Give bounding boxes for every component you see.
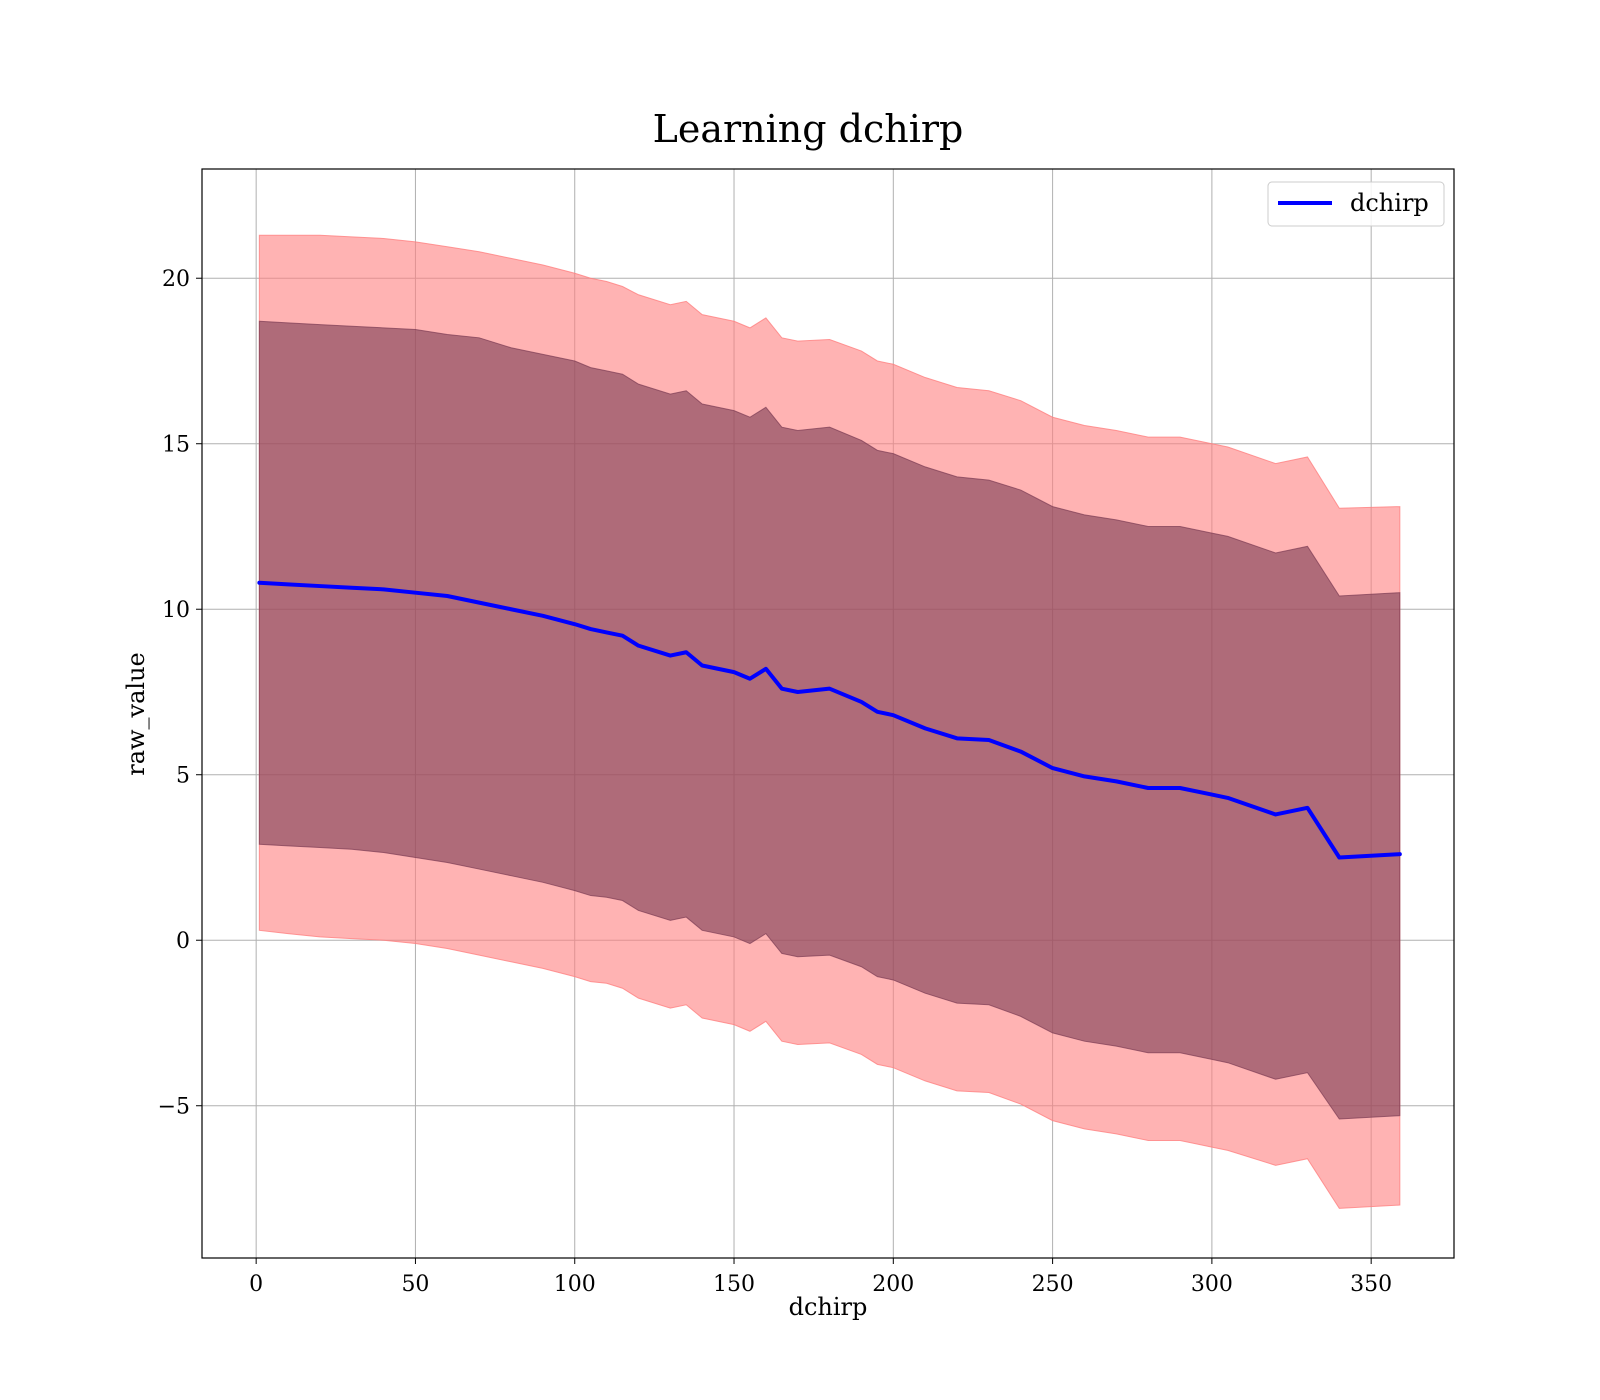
x-axis-label: dchirp	[789, 1293, 868, 1321]
chart-title: Learning dchirp	[653, 107, 964, 151]
y-tick-label: 20	[162, 267, 190, 292]
y-tick-label: −5	[158, 1095, 190, 1120]
y-axis-label: raw_value	[122, 652, 150, 776]
inner-band	[258, 320, 1401, 1120]
x-tick-label: 150	[713, 1272, 755, 1297]
y-tick-label: 15	[162, 433, 190, 458]
plot-frame	[201, 168, 1455, 1259]
x-tick-label: 200	[872, 1272, 914, 1297]
series-line-dchirp	[257, 580, 1402, 860]
legend-box	[1267, 181, 1445, 227]
x-tick-label: 50	[401, 1272, 429, 1297]
x-tick-label: 350	[1350, 1272, 1392, 1297]
y-tick-label: 0	[176, 929, 190, 954]
legend: dchirp	[1267, 181, 1445, 227]
x-axis-ticks: 0 50 100 150 200 250 300 350	[249, 1258, 1392, 1297]
y-tick-label: 10	[162, 598, 190, 623]
series-lines	[257, 580, 1402, 860]
uncertainty-bands	[258, 234, 1401, 1209]
x-tick-label: 0	[249, 1272, 263, 1297]
y-axis-ticks: −5 0 5 10 15 20	[158, 267, 202, 1120]
legend-label: dchirp	[1350, 189, 1429, 217]
x-tick-label: 250	[1032, 1272, 1074, 1297]
x-tick-label: 100	[554, 1272, 596, 1297]
x-tick-label: 300	[1191, 1272, 1233, 1297]
y-tick-label: 5	[176, 764, 190, 789]
